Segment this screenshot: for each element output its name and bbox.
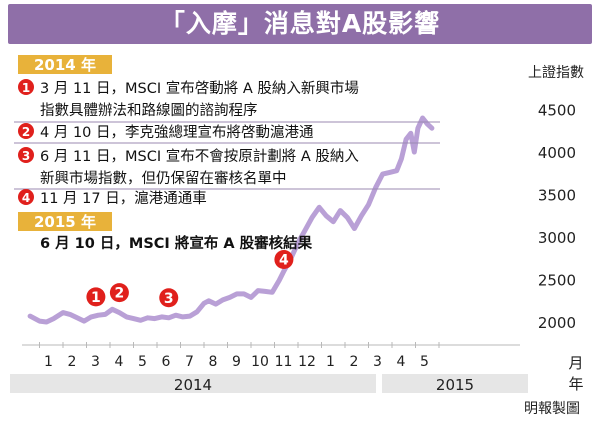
- event-2-line-1: 4 月 10 日，李克強總理宣布將啓動滬港通: [40, 123, 314, 141]
- x-tick-label: 9: [232, 354, 241, 370]
- event-marker-1: [86, 287, 106, 307]
- y-tick-label: 2500: [538, 272, 576, 290]
- event-marker-label: 2: [115, 286, 125, 302]
- tag-2014: 2014 年: [34, 56, 96, 74]
- event-marker-3: [159, 288, 179, 308]
- event-1-line-1: 3 月 11 日，MSCI 宣布啓動將 A 股納入新興市場: [40, 80, 359, 97]
- event-badge-4: [18, 189, 34, 205]
- y-tick-label: 3500: [538, 187, 576, 205]
- x-tick-label: 3: [91, 354, 100, 370]
- x-tick-label: 4: [115, 354, 124, 370]
- x-tick-label: 4: [397, 354, 406, 370]
- x-tick-label: 2: [350, 354, 359, 370]
- source-label: 明報製圖: [524, 401, 580, 417]
- event-marker-label: 1: [91, 290, 101, 306]
- event-badge-label: 2: [22, 125, 30, 139]
- event-marker-label: 4: [279, 253, 289, 269]
- x-tick-label: 8: [209, 354, 218, 370]
- x-year-label-2015: 2015: [436, 376, 474, 394]
- event-3-line-1: 6 月 11 日，MSCI 宣布不會按原計劃將 A 股納入: [40, 148, 359, 165]
- x-tick-label: 6: [162, 354, 171, 370]
- y-tick-label: 4500: [538, 102, 576, 120]
- event-badge-label: 4: [22, 191, 30, 205]
- index-line: [27, 115, 435, 325]
- event-badge-label: 1: [22, 81, 30, 95]
- x-unit-month: 月: [568, 354, 583, 372]
- tag-2015-bg: [18, 212, 112, 231]
- x-year-label-2014: 2014: [174, 376, 212, 394]
- event-4-line-1: 11 月 17 日，滬港通通車: [40, 190, 207, 207]
- chart-title: 「入摩」消息對A股影響: [8, 4, 592, 44]
- event-2015-line: 6 月 10 日，MSCI 將宣布 A 股審核結果: [40, 234, 313, 252]
- year-band-2014: [10, 374, 376, 393]
- x-tick-label: 10: [251, 354, 269, 370]
- event-marker-label: 3: [164, 291, 174, 307]
- x-tick-label: 3: [373, 354, 382, 370]
- x-tick-label: 5: [420, 354, 429, 370]
- x-tick-label: 1: [326, 354, 335, 370]
- event-badge-3: [18, 147, 34, 163]
- event-marker-4: [274, 250, 294, 269]
- event-1-line-2: 指數具體辦法和路線圖的諮詢程序: [40, 102, 258, 119]
- tag-2015: 2015 年: [34, 213, 96, 231]
- x-tick-label: 11: [275, 354, 293, 370]
- event-badge-2: [18, 123, 34, 139]
- x-tick-label: 7: [185, 354, 194, 370]
- y-tick-label: 3000: [538, 229, 576, 247]
- event-badge-label: 3: [22, 149, 30, 163]
- event-marker-2: [109, 283, 129, 303]
- y-tick-label: 2000: [538, 314, 576, 332]
- y-tick-label: 4000: [538, 144, 576, 162]
- x-tick-label: 5: [138, 354, 147, 370]
- x-unit-year: 年: [568, 375, 583, 393]
- y-axis-title: 上證指數: [528, 64, 584, 81]
- event-3-line-2: 新興市場指數，但仍保留在審核名單中: [40, 170, 287, 187]
- x-tick-label: 1: [44, 354, 53, 370]
- x-tick-label: 12: [298, 354, 316, 370]
- x-tick-label: 2: [68, 354, 77, 370]
- tag-2014-bg: [18, 55, 112, 74]
- year-band-2015: [382, 374, 528, 393]
- event-badge-1: [18, 79, 34, 95]
